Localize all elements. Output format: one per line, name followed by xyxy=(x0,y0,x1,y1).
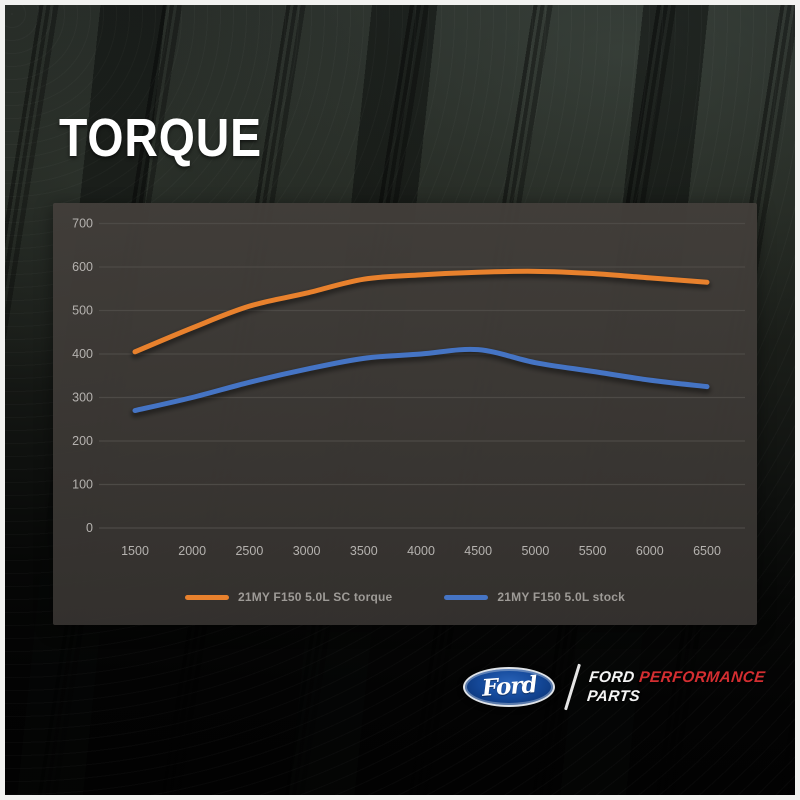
svg-text:700: 700 xyxy=(72,217,93,231)
svg-text:2000: 2000 xyxy=(178,544,206,558)
gridlines xyxy=(99,222,745,529)
svg-text:5000: 5000 xyxy=(521,544,549,558)
svg-text:2500: 2500 xyxy=(235,544,263,558)
legend-label-sc-torque: 21MY F150 5.0L SC torque xyxy=(237,590,393,604)
page-title: TORQUE xyxy=(59,108,262,168)
divider-slash-icon xyxy=(564,663,581,711)
x-axis-tick-labels: 1500 2000 2500 3000 3500 4000 4500 5000 5500 6000… xyxy=(121,544,721,558)
brand-line-1: FORD PERFORMANCE xyxy=(588,668,766,687)
legend-item-sc-torque: 21MY F150 5.0L SC torque xyxy=(184,590,393,604)
svg-text:1500: 1500 xyxy=(121,544,149,558)
svg-text:0: 0 xyxy=(86,521,93,535)
chart-legend: 21MY F150 5.0L SC torque 21MY F150 5.0L … xyxy=(53,587,757,607)
brand-parts-text: PARTS xyxy=(586,688,642,705)
brand-performance-text: PERFORMANCE xyxy=(638,668,766,686)
svg-text:3000: 3000 xyxy=(293,544,321,558)
svg-text:3500: 3500 xyxy=(350,544,378,558)
svg-text:400: 400 xyxy=(72,347,93,361)
ford-logo-icon: Ford xyxy=(463,667,555,707)
svg-text:500: 500 xyxy=(72,304,93,318)
brand-ford-text: FORD xyxy=(588,668,636,686)
ford-logo-script: Ford xyxy=(480,670,538,702)
chart-panel: 0 100 200 300 400 500 600 700 1500 2000 2500 3000 3… xyxy=(53,203,757,625)
svg-text:6000: 6000 xyxy=(636,544,664,558)
legend-swatch-blue xyxy=(444,594,489,600)
svg-text:200: 200 xyxy=(72,434,93,448)
brand-wordmark: FORD PERFORMANCE PARTS xyxy=(586,668,766,707)
svg-text:100: 100 xyxy=(72,478,93,492)
legend-item-stock: 21MY F150 5.0L stock xyxy=(444,590,625,604)
legend-label-stock: 21MY F150 5.0L stock xyxy=(497,590,626,604)
data-series xyxy=(131,268,711,418)
svg-text:6500: 6500 xyxy=(693,544,721,558)
svg-text:4500: 4500 xyxy=(464,544,492,558)
svg-text:300: 300 xyxy=(72,391,93,405)
torque-line-chart: 0 100 200 300 400 500 600 700 1500 2000 2500 3000 3… xyxy=(72,217,745,558)
svg-text:5500: 5500 xyxy=(579,544,607,558)
svg-text:600: 600 xyxy=(72,260,93,274)
legend-swatch-orange xyxy=(184,594,229,600)
svg-text:4000: 4000 xyxy=(407,544,435,558)
ford-performance-branding: Ford FORD PERFORMANCE PARTS xyxy=(463,663,766,711)
y-axis-tick-labels: 0 100 200 300 400 500 600 700 xyxy=(72,217,93,536)
